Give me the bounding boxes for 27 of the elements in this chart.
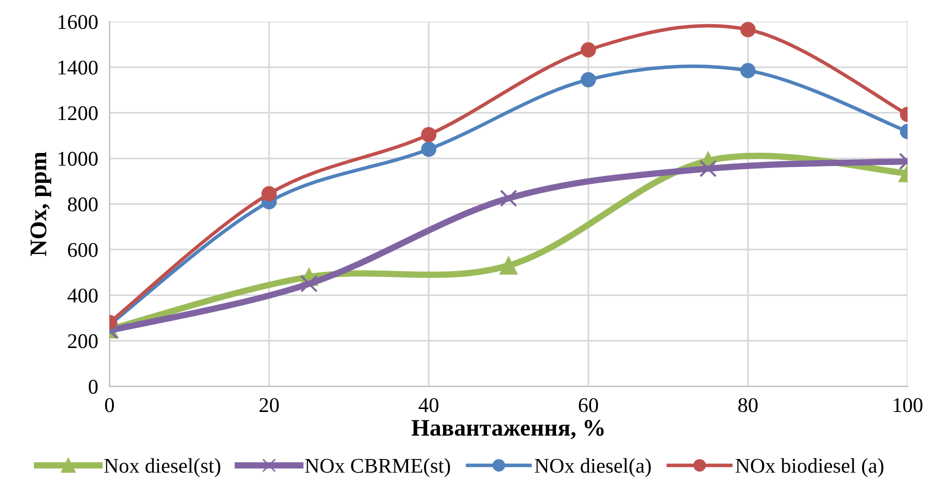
x-tick-label: 40 <box>418 398 438 412</box>
y-tick-label: 200 <box>68 334 98 348</box>
y-tick-label: 0 <box>88 380 98 394</box>
y-tick-label: 1000 <box>58 152 98 166</box>
legend-label: NOx biodiesel (a) <box>736 458 884 478</box>
legend-label: NOx CBRME(st) <box>305 458 450 478</box>
legend-label: NOx diesel(a) <box>534 458 651 478</box>
point <box>421 127 436 142</box>
y-tick-label: 1200 <box>58 106 98 120</box>
y-axis-title: NOx, ppm <box>30 152 52 256</box>
point <box>580 72 596 88</box>
legend-label: Nox diesel(st) <box>104 458 220 478</box>
y-tick-label: 1600 <box>58 14 98 30</box>
x-tick-label: 0 <box>105 398 114 412</box>
point <box>421 142 436 157</box>
x-tick-label: 100 <box>894 398 922 412</box>
x-axis-title: Навантаження, % <box>412 420 604 440</box>
y-tick-label: 1400 <box>58 60 98 75</box>
y-tick-label: 400 <box>68 288 98 303</box>
x-tick-label: 20 <box>260 398 279 412</box>
point <box>500 256 518 275</box>
y-tick-label: 800 <box>68 197 98 212</box>
y-tick-label: 600 <box>68 242 98 258</box>
x-tick-label: 60 <box>578 398 598 412</box>
point <box>580 42 596 58</box>
x-tick-label: 80 <box>738 398 758 412</box>
point <box>500 190 518 207</box>
